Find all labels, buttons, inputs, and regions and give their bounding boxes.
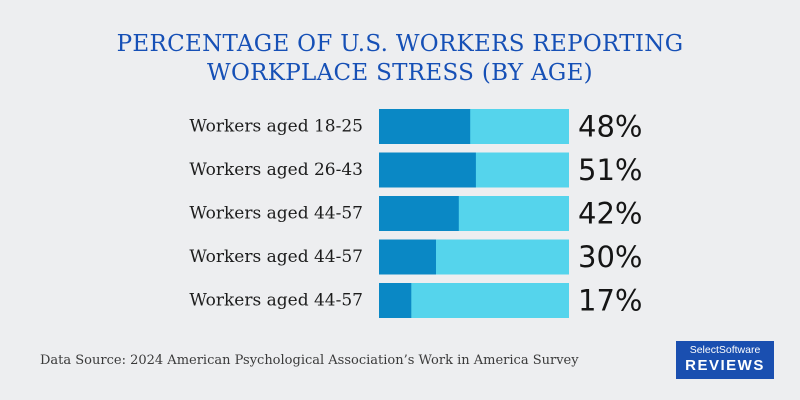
value-label-1: 48% xyxy=(578,110,642,144)
bar-value-1 xyxy=(379,109,471,144)
logo-line-2: REVIEWS xyxy=(685,357,765,374)
category-label-2: Workers aged 26-43 xyxy=(189,160,363,180)
category-label-1: Workers aged 18-25 xyxy=(189,117,363,137)
brand-logo: SelectSoftware REVIEWS xyxy=(676,341,774,379)
data-source-note: Data Source: 2024 American Psychological… xyxy=(40,353,579,368)
category-label-4: Workers aged 44-57 xyxy=(189,247,363,267)
chart-title-line-2: WORKPLACE STRESS (BY AGE) xyxy=(207,60,593,86)
category-label-3: Workers aged 44-57 xyxy=(189,204,363,224)
value-label-4: 30% xyxy=(578,240,642,274)
chart-title: PERCENTAGE OF U.S. WORKERS REPORTING WOR… xyxy=(0,30,800,88)
logo-line-1: SelectSoftware xyxy=(689,344,761,356)
value-label-5: 17% xyxy=(578,284,642,318)
bar-value-4 xyxy=(379,239,436,275)
bar-value-2 xyxy=(379,152,476,188)
value-label-3: 42% xyxy=(578,197,642,231)
bar-value-3 xyxy=(379,196,459,231)
category-label-5: Workers aged 44-57 xyxy=(189,291,363,311)
chart-title-line-1: PERCENTAGE OF U.S. WORKERS REPORTING xyxy=(116,31,684,57)
value-label-2: 51% xyxy=(578,153,642,187)
bar-value-5 xyxy=(379,283,412,318)
